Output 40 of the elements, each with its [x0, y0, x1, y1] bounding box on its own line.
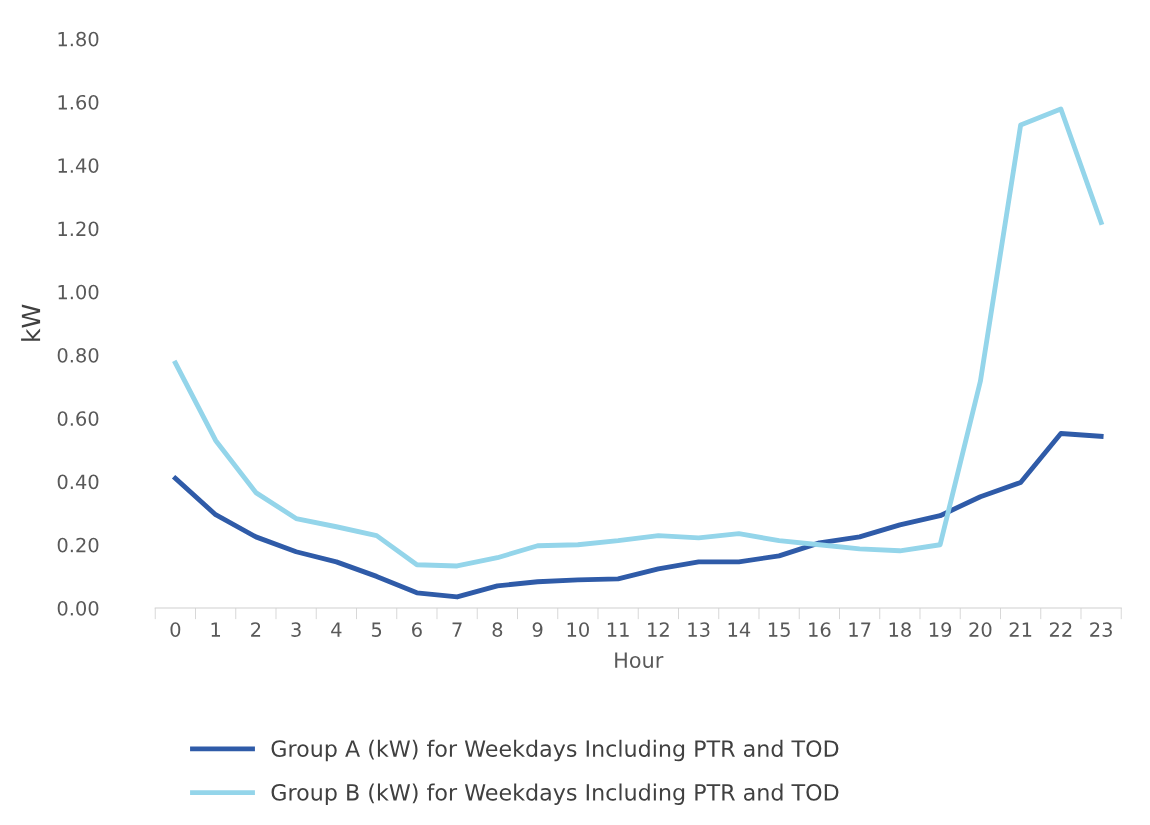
line-series: [172, 431, 1104, 600]
x-tick-label: 17: [849, 622, 871, 637]
x-tick-label: 7: [452, 622, 462, 637]
legend-label: Group B (kW) for Weekdays Including PTR and TOD: [271, 783, 839, 805]
legend-label: Group A (kW) for Weekdays Including PTR and TOD: [271, 739, 839, 762]
x-tick-label: 3: [291, 622, 301, 637]
x-tick-label: 6: [412, 622, 422, 637]
x-tick-label: 1: [211, 622, 221, 637]
y-tick-label: 0.80: [57, 347, 99, 363]
y-tick-label: 1.00: [58, 284, 99, 300]
x-tick-label: 10: [567, 622, 589, 637]
x-tick-label: 14: [728, 622, 751, 637]
y-tick-label: 0.20: [57, 537, 99, 553]
y-tick-label: 1.40: [58, 158, 99, 173]
x-tick-label: 19: [929, 622, 952, 637]
x-tick-label: 16: [809, 622, 831, 637]
x-tick-label: 13: [688, 622, 710, 637]
y-axis-title: kW: [21, 304, 41, 341]
x-tick-label: 15: [768, 622, 790, 637]
x-tick-label: 2: [251, 622, 261, 637]
line-series: [172, 106, 1104, 569]
y-tick-label: 1.80: [58, 31, 99, 47]
x-tick-label: 8: [492, 622, 503, 637]
x-tick-label: 0: [170, 622, 181, 637]
x-tick-label: 12: [648, 622, 669, 637]
x-tick-label: 5: [371, 622, 382, 637]
x-axis-title: Hour: [615, 652, 664, 668]
y-tick-label: 0.60: [57, 411, 99, 426]
y-tick-label: 1.60: [58, 94, 99, 110]
y-tick-label: 1.20: [58, 221, 99, 237]
x-tick-label: 20: [969, 622, 992, 637]
x-tick-label: 22: [1049, 622, 1072, 637]
x-tick-label: 4: [331, 622, 342, 637]
x-tick-label: 9: [532, 622, 543, 637]
x-tick-label: 23: [1090, 622, 1112, 637]
x-tick-label: 21: [1009, 622, 1032, 637]
x-tick-label: 11: [607, 622, 629, 637]
x-tick-label: 18: [889, 622, 911, 637]
y-tick-label: 0.40: [57, 474, 99, 490]
y-tick-label: 0.00: [57, 600, 99, 616]
